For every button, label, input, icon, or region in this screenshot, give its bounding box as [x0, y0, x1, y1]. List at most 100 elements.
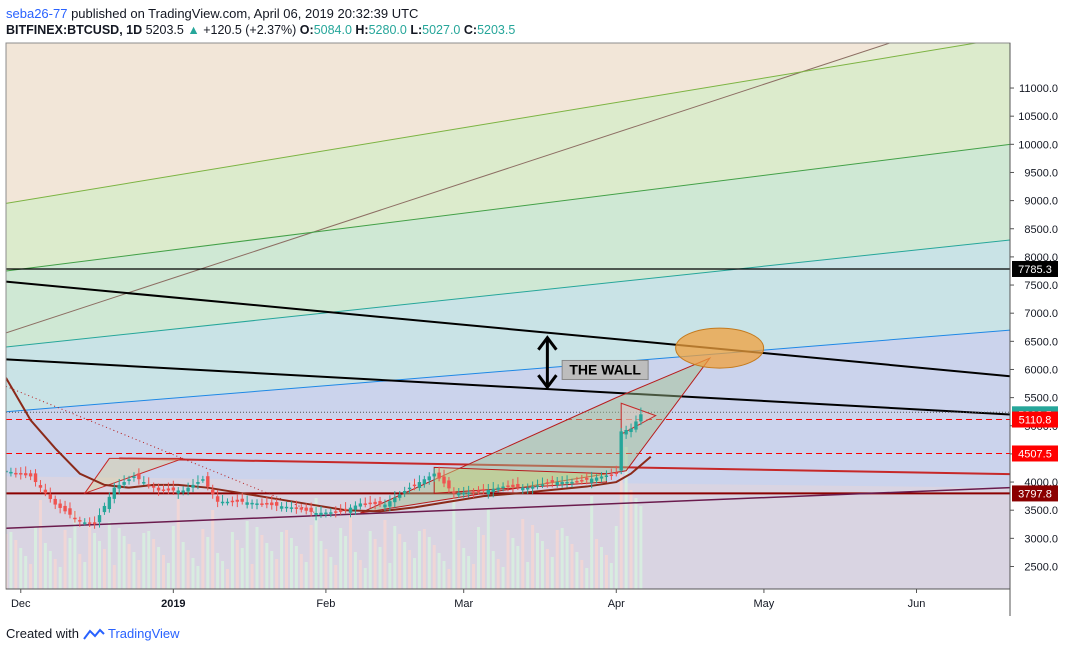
volume-bar	[373, 539, 377, 589]
volume-bar	[363, 568, 367, 589]
pennant-triangle	[620, 402, 657, 436]
volume-bar	[344, 536, 348, 589]
author-link[interactable]: seba26-77	[6, 6, 68, 21]
volume-bar	[122, 536, 126, 589]
price-chart[interactable]: THE WALL 11000.0 10500.0 10000.0 9500.0 9000…	[0, 0, 1073, 620]
candle-body	[594, 477, 599, 481]
candle-body	[589, 478, 594, 483]
candle-body	[58, 503, 62, 508]
volume-bar	[14, 540, 18, 589]
volume-bar	[417, 531, 421, 589]
fan-line-2	[6, 143, 1010, 272]
created-with-label: Created with	[6, 626, 79, 641]
ascending-support-line	[6, 486, 1010, 529]
volume-bar	[580, 560, 584, 589]
candle-body	[196, 482, 200, 484]
time-axis[interactable]: Dec 2019 Feb Mar Apr May Jun	[11, 589, 925, 610]
candle-body	[452, 491, 456, 494]
volume-bar	[560, 528, 564, 589]
candle-body	[279, 506, 284, 509]
candle-body	[147, 484, 151, 486]
volume-bar	[294, 546, 298, 589]
candle-body	[211, 489, 215, 495]
candle-body	[161, 489, 166, 491]
candle-body	[353, 505, 358, 510]
candle-body	[38, 485, 43, 488]
candle-body	[481, 489, 486, 492]
volume-bar	[265, 543, 269, 589]
volume-bar	[289, 538, 293, 589]
candle-body	[73, 517, 77, 520]
volume-bar	[63, 530, 67, 589]
candle-body	[299, 507, 303, 510]
candle-body	[181, 490, 185, 493]
volume-bar	[112, 565, 116, 589]
candle-body	[334, 511, 338, 513]
candle-body	[629, 428, 633, 433]
candle-body	[289, 507, 294, 509]
volume-bar	[412, 558, 416, 589]
volume-bar	[68, 538, 72, 589]
publish-line: seba26-77 published on TradingView.com, …	[6, 5, 515, 22]
volume-bar	[629, 490, 633, 589]
volume-bar	[9, 532, 13, 589]
x-tick-label: Dec	[11, 598, 31, 610]
candle-body	[343, 508, 348, 511]
volume-bar	[358, 560, 362, 589]
volume-bar	[206, 537, 210, 589]
candle-body	[6, 470, 8, 473]
volume-bar	[250, 564, 254, 589]
candle-body	[176, 490, 180, 494]
candle-body	[53, 498, 57, 505]
price-tag-label: 5110.8	[1019, 415, 1052, 427]
volume-bar	[216, 553, 220, 589]
candle-body	[240, 498, 244, 502]
fan-line-0	[6, 43, 892, 334]
candle-body	[14, 472, 18, 475]
y-tick-label: 2500.0	[1024, 561, 1058, 573]
candle-body	[639, 414, 643, 422]
volume-bar	[245, 521, 249, 589]
high-value: 5280.0	[368, 23, 407, 37]
candle-body	[383, 504, 387, 508]
candle-body	[235, 499, 240, 502]
volume-bar	[88, 525, 92, 589]
candle-body	[156, 487, 161, 491]
candle-body	[580, 480, 584, 482]
volume-bar	[176, 499, 180, 589]
candle-body	[634, 421, 638, 430]
volume-bar	[58, 567, 62, 589]
candle-body	[501, 486, 505, 489]
volume-bar	[34, 527, 38, 589]
volume-bar	[457, 540, 461, 589]
candle-body	[206, 476, 210, 487]
volume-bar	[491, 551, 495, 589]
open-label: O:	[299, 23, 314, 37]
tradingview-brand[interactable]: TradingView	[83, 626, 180, 641]
volume-bar	[230, 532, 234, 589]
volume-bar	[211, 510, 215, 589]
volume-bar	[496, 559, 500, 589]
close-value: 5203.5	[477, 23, 516, 37]
volume-bar	[171, 526, 175, 589]
volume-bar	[142, 533, 146, 589]
volume-bar	[570, 544, 574, 589]
candle-body	[102, 505, 107, 513]
candle-body	[432, 473, 436, 477]
candle-body	[378, 501, 382, 505]
candle-body	[560, 482, 564, 485]
arrow-up-icon	[537, 335, 558, 351]
volume-bar	[29, 564, 33, 589]
volume-bar	[555, 530, 559, 589]
volume-bar	[349, 509, 353, 589]
volume-bar	[117, 528, 121, 589]
volume-bar	[452, 497, 456, 589]
volume-bar	[511, 538, 515, 589]
candle-body	[220, 501, 225, 504]
candle-body	[270, 502, 274, 506]
candle-body	[23, 473, 28, 476]
volume-bar	[619, 474, 623, 589]
fan-line-3	[6, 239, 1010, 348]
volume-bar	[275, 559, 279, 589]
